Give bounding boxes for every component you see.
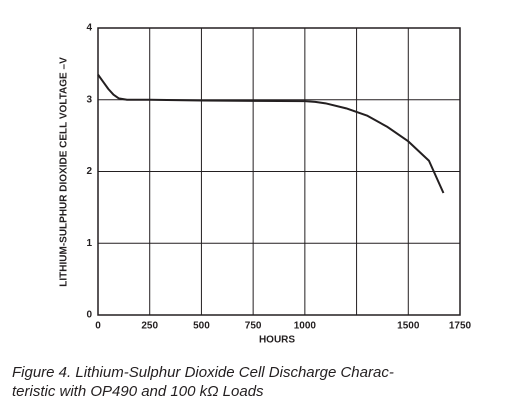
x-tick-label: 0 [95, 321, 101, 332]
plot-frame [97, 27, 461, 316]
x-tick-label: 1000 [294, 321, 317, 332]
y-axis-label: LITHIUM-SULPHUR DIOXIDE CELL VOLTAGE –V [59, 57, 70, 287]
caption: Figure 4. Lithium-Sulphur Dioxide Cell D… [12, 364, 394, 381]
x-tick-label: 500 [193, 321, 210, 332]
y-tick-label: 4 [86, 23, 92, 34]
x-tick-label: 1750 [449, 321, 472, 332]
x-tick-label: 1500 [397, 321, 420, 332]
caption: teristic with OP490 and 100 kΩ Loads [12, 383, 264, 400]
x-axis-label: HOURS [259, 335, 295, 346]
x-tick-label: 750 [245, 321, 262, 332]
y-tick-label: 2 [86, 166, 92, 177]
y-tick-label: 3 [86, 94, 92, 105]
x-tick-label: 250 [141, 321, 158, 332]
y-tick-label: 1 [86, 238, 92, 249]
y-tick-label: 0 [86, 310, 92, 321]
data-line [97, 74, 445, 194]
